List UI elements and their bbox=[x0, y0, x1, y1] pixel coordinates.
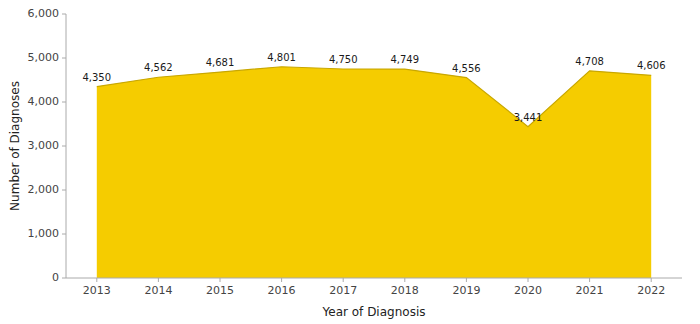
x-tick-label: 2022 bbox=[637, 284, 665, 297]
chart: 0 1,000 2,000 3,000 4,000 5,000 6,000 2013 2014 2… bbox=[0, 0, 700, 324]
x-tick bbox=[220, 278, 221, 282]
x-tick-label: 2015 bbox=[206, 284, 234, 297]
y-tick bbox=[62, 102, 66, 103]
x-tick-label: 2021 bbox=[576, 284, 604, 297]
data-label: 3,441 bbox=[514, 112, 543, 123]
y-tick-label: 0 bbox=[52, 271, 59, 284]
x-tick-label: 2013 bbox=[83, 284, 111, 297]
data-label: 4,606 bbox=[637, 60, 666, 71]
x-tick bbox=[404, 278, 405, 282]
x-tick bbox=[651, 278, 652, 282]
y-tick bbox=[62, 190, 66, 191]
data-label: 4,750 bbox=[329, 54, 358, 65]
x-tick-label: 2014 bbox=[144, 284, 172, 297]
x-tick bbox=[281, 278, 282, 282]
chart-container: 0 1,000 2,000 3,000 4,000 5,000 6,000 2013 2014 2… bbox=[0, 0, 700, 324]
x-axis-label: Year of Diagnosis bbox=[322, 305, 426, 319]
data-label: 4,556 bbox=[452, 63, 481, 74]
y-tick-label: 5,000 bbox=[28, 51, 60, 64]
x-tick-label: 2019 bbox=[452, 284, 480, 297]
data-label: 4,350 bbox=[82, 72, 111, 83]
y-tick-label: 4,000 bbox=[28, 95, 60, 108]
y-axis-label: Number of Diagnoses bbox=[8, 81, 22, 211]
y-tick-label: 3,000 bbox=[28, 139, 60, 152]
plot-area bbox=[97, 67, 651, 278]
x-tick-label: 2017 bbox=[329, 284, 357, 297]
y-tick-label: 1,000 bbox=[28, 227, 60, 240]
x-tick bbox=[158, 278, 159, 282]
x-tick-label: 2018 bbox=[391, 284, 419, 297]
data-label: 4,562 bbox=[144, 62, 173, 73]
x-tick bbox=[343, 278, 344, 282]
area-line bbox=[97, 67, 651, 127]
data-label: 4,749 bbox=[390, 54, 419, 65]
x-tick-label: 2016 bbox=[268, 284, 296, 297]
y-tick bbox=[62, 14, 66, 15]
y-tick bbox=[62, 234, 66, 235]
area-fill bbox=[97, 67, 651, 278]
y-tick bbox=[62, 146, 66, 147]
data-label: 4,681 bbox=[206, 57, 235, 68]
y-tick bbox=[62, 278, 66, 279]
y-tick-label: 2,000 bbox=[28, 183, 60, 196]
data-label: 4,801 bbox=[267, 52, 296, 63]
x-tick bbox=[589, 278, 590, 282]
y-tick bbox=[62, 58, 66, 59]
y-tick-label: 6,000 bbox=[28, 7, 60, 20]
x-tick bbox=[528, 278, 529, 282]
x-tick-label: 2020 bbox=[514, 284, 542, 297]
x-tick bbox=[466, 278, 467, 282]
data-label: 4,708 bbox=[575, 56, 604, 67]
x-tick bbox=[96, 278, 97, 282]
